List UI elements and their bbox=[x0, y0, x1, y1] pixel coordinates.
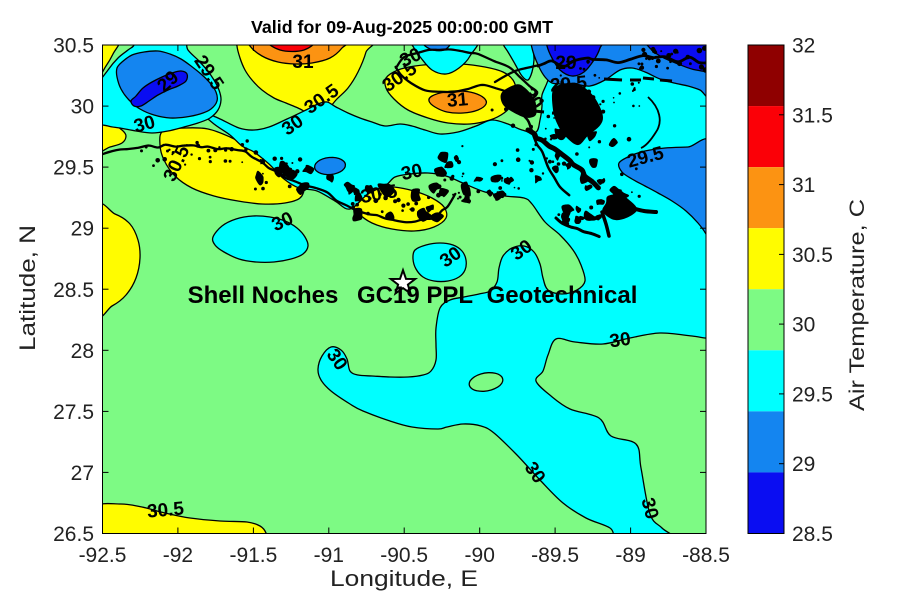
svg-text:28: 28 bbox=[71, 340, 94, 363]
svg-text:-90: -90 bbox=[465, 544, 495, 567]
svg-text:Longitude, E: Longitude, E bbox=[330, 566, 478, 591]
svg-text:31: 31 bbox=[446, 89, 469, 112]
svg-text:31.5: 31.5 bbox=[792, 104, 833, 127]
svg-text:31: 31 bbox=[292, 52, 314, 73]
svg-text:30: 30 bbox=[792, 314, 815, 337]
svg-text:30.5: 30.5 bbox=[792, 244, 833, 267]
svg-text:30.5: 30.5 bbox=[146, 498, 185, 522]
svg-text:Geotechnical: Geotechnical bbox=[487, 282, 638, 309]
svg-text:-91: -91 bbox=[314, 544, 344, 567]
svg-text:29: 29 bbox=[71, 218, 94, 241]
svg-text:30: 30 bbox=[399, 160, 424, 185]
svg-text:29.5: 29.5 bbox=[549, 72, 588, 96]
svg-text:Latitude, N: Latitude, N bbox=[15, 225, 40, 351]
svg-text:29.5: 29.5 bbox=[53, 157, 94, 180]
svg-text:32: 32 bbox=[792, 35, 815, 58]
svg-text:29: 29 bbox=[555, 53, 576, 74]
svg-text:Shell Noches: Shell Noches bbox=[188, 282, 339, 309]
svg-text:-91.5: -91.5 bbox=[229, 544, 277, 567]
svg-text:-92.5: -92.5 bbox=[79, 544, 127, 567]
svg-text:27: 27 bbox=[71, 462, 94, 485]
svg-text:-88.5: -88.5 bbox=[682, 544, 730, 567]
svg-text:27.5: 27.5 bbox=[53, 401, 94, 424]
svg-text:-89.5: -89.5 bbox=[531, 544, 579, 567]
svg-text:Valid for 09-Aug-2025 00:00:00: Valid for 09-Aug-2025 00:00:00 GMT bbox=[251, 17, 553, 37]
svg-text:30.5: 30.5 bbox=[53, 35, 94, 58]
svg-text:28.5: 28.5 bbox=[53, 279, 94, 302]
svg-text:29.5: 29.5 bbox=[792, 383, 833, 406]
svg-text:Air Temperature, C: Air Temperature, C bbox=[846, 199, 869, 411]
svg-text:-89: -89 bbox=[615, 544, 645, 567]
svg-text:29: 29 bbox=[792, 453, 815, 476]
svg-text:28.5: 28.5 bbox=[792, 523, 833, 546]
svg-text:-92: -92 bbox=[163, 544, 193, 567]
svg-text:-90.5: -90.5 bbox=[380, 544, 428, 567]
svg-text:GC19 PPL: GC19 PPL bbox=[357, 282, 473, 309]
svg-text:30: 30 bbox=[71, 96, 94, 119]
svg-text:26.5: 26.5 bbox=[53, 523, 94, 546]
svg-text:31: 31 bbox=[792, 174, 815, 197]
svg-text:30: 30 bbox=[608, 329, 632, 353]
